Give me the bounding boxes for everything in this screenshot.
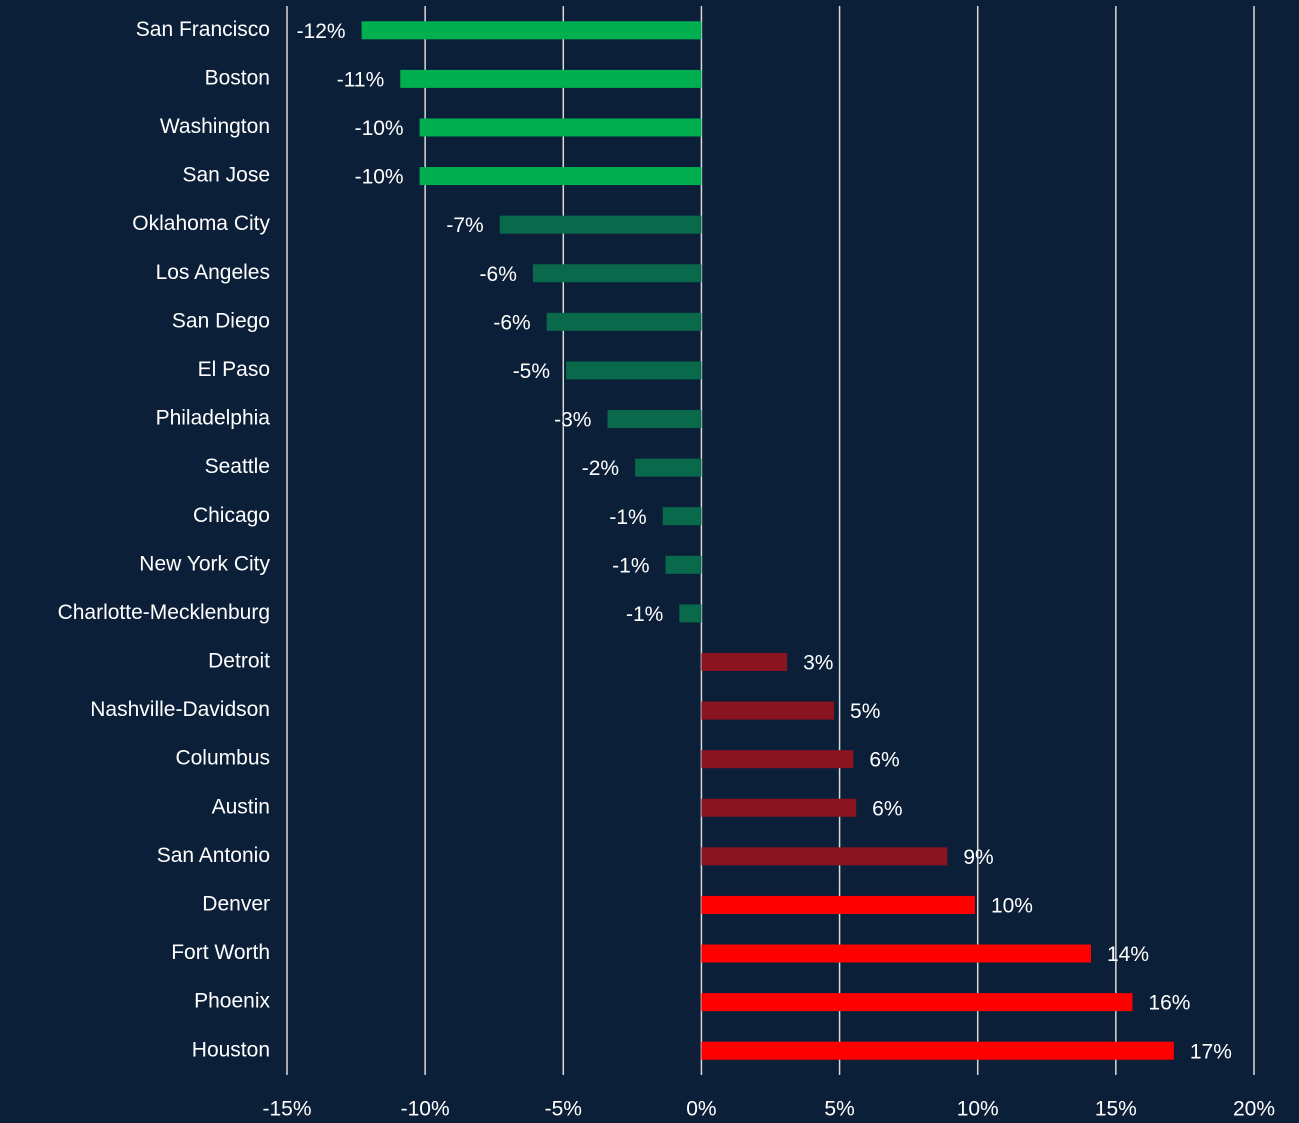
- value-label: -5%: [513, 360, 550, 383]
- category-label: Fort Worth: [171, 941, 270, 964]
- bar: [400, 69, 702, 88]
- bar: [701, 1041, 1174, 1060]
- bar: [635, 458, 702, 477]
- category-label: Nashville-Davidson: [90, 698, 270, 721]
- category-label: Columbus: [175, 747, 270, 770]
- bar: [499, 215, 702, 234]
- category-label: San Diego: [172, 309, 270, 332]
- x-tick-label: 20%: [1233, 1098, 1275, 1121]
- x-tick-label: 15%: [1095, 1098, 1137, 1121]
- bar: [361, 21, 702, 40]
- bar: [701, 944, 1091, 963]
- category-label: San Francisco: [136, 18, 270, 41]
- category-label: San Jose: [182, 164, 270, 187]
- x-tick-label: 5%: [824, 1098, 854, 1121]
- value-label: -2%: [582, 457, 619, 480]
- category-label: San Antonio: [157, 844, 270, 867]
- category-label: Chicago: [193, 504, 270, 527]
- category-label: El Paso: [198, 358, 270, 381]
- category-label: Los Angeles: [156, 261, 270, 284]
- bar: [701, 701, 835, 720]
- category-label: Austin: [212, 795, 270, 818]
- value-label: -6%: [493, 311, 530, 334]
- value-label: -6%: [480, 263, 517, 286]
- bar: [532, 264, 702, 283]
- value-label: -1%: [626, 603, 663, 626]
- bar: [419, 167, 702, 186]
- bar: [701, 847, 948, 866]
- bar: [607, 410, 702, 429]
- value-label: 6%: [872, 797, 902, 820]
- value-label: 17%: [1190, 1040, 1232, 1063]
- x-tick-label: -15%: [262, 1098, 311, 1121]
- value-label: -12%: [297, 20, 346, 43]
- value-label: -1%: [612, 554, 649, 577]
- x-tick-label: -5%: [545, 1098, 582, 1121]
- value-label: 16%: [1148, 992, 1190, 1015]
- value-label: -11%: [337, 68, 384, 91]
- bar: [701, 895, 975, 914]
- category-label: Washington: [160, 115, 270, 138]
- category-label: Denver: [202, 892, 270, 915]
- value-label: -7%: [446, 214, 483, 237]
- value-label: -1%: [609, 506, 646, 529]
- value-label: -10%: [355, 117, 404, 140]
- bar: [665, 555, 702, 574]
- value-label: 3%: [803, 652, 833, 675]
- category-label: New York City: [139, 552, 270, 575]
- category-label: Oklahoma City: [132, 212, 270, 235]
- value-label: 9%: [963, 846, 993, 869]
- bar: [701, 750, 854, 769]
- x-tick-label: 0%: [686, 1098, 716, 1121]
- category-label: Boston: [205, 66, 270, 89]
- bar: [701, 993, 1133, 1012]
- value-label: 14%: [1107, 943, 1149, 966]
- category-label: Philadelphia: [156, 407, 271, 430]
- value-label: -10%: [355, 166, 404, 189]
- x-tick-label: 10%: [957, 1098, 999, 1121]
- category-label: Detroit: [208, 650, 270, 673]
- x-tick-label: -10%: [401, 1098, 450, 1121]
- bar: [701, 652, 788, 671]
- bar: [679, 604, 702, 623]
- value-label: 6%: [869, 749, 899, 772]
- bar: [566, 361, 702, 380]
- value-label: 5%: [850, 700, 880, 723]
- value-label: -3%: [554, 409, 591, 432]
- category-label: Charlotte-Mecklenburg: [58, 601, 270, 624]
- bar: [419, 118, 702, 137]
- category-label: Houston: [192, 1038, 270, 1061]
- value-label: 10%: [991, 894, 1033, 917]
- bar: [701, 798, 857, 817]
- bar: [662, 507, 702, 526]
- category-label: Phoenix: [194, 990, 270, 1013]
- category-label: Seattle: [205, 455, 270, 478]
- bar: [546, 312, 702, 331]
